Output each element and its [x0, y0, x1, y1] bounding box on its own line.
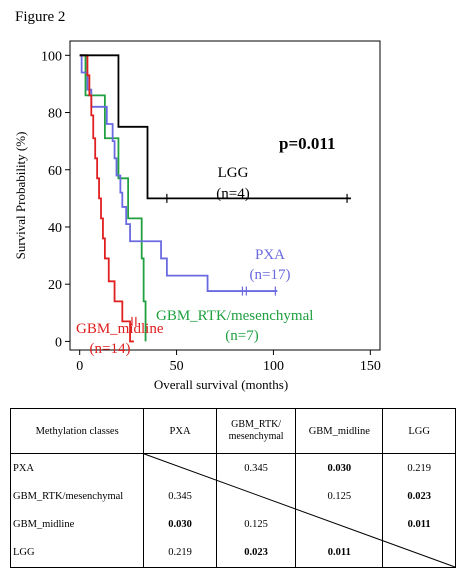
table-row: GBM_RTK/mesenchymal 0.345 0.125 0.023: [9, 482, 456, 511]
table-cell: 0.219: [382, 453, 456, 483]
table-cell: 0.345: [143, 482, 217, 511]
table-cell: 0.030: [143, 510, 217, 539]
plot-frame: [69, 40, 381, 351]
series-n-label-gbm-rtk-mesenchymal: (n=7): [225, 328, 258, 344]
y-tick-label: 60: [48, 164, 62, 179]
table-cell: [382, 538, 456, 568]
table-cell: 0.125: [215, 510, 297, 539]
table-row: PXA 0.345 0.030 0.219: [9, 453, 456, 483]
series-label-gbm-midline: GBM_midline: [76, 321, 164, 337]
table-row-label: PXA: [9, 453, 145, 483]
table-header-label: Methylation classes: [9, 407, 145, 455]
series-n-label-lgg: (n=4): [216, 186, 249, 202]
x-tick-label: 0: [76, 359, 83, 374]
figure-title: Figure 2: [15, 9, 66, 25]
table-cell: [215, 482, 297, 511]
table-row-label: GBM_RTK/mesenchymal: [9, 482, 145, 511]
y-tick-label: 100: [41, 49, 62, 64]
y-tick-label: 80: [48, 107, 62, 122]
table-row-label: LGG: [9, 538, 145, 568]
km-curve-pxa: [79, 54, 278, 292]
p-value-annotation: p=0.011: [279, 134, 335, 153]
table-header-cell: GBM_midline: [295, 407, 384, 455]
table-row-label: GBM_midline: [9, 510, 145, 539]
pvalue-table: Methylation classes PXA GBM_RTK/mesenchyma…: [9, 407, 456, 568]
km-curve-gbm-midline: [79, 54, 134, 343]
table-header-cell: GBM_RTK/mesenchymal: [215, 407, 297, 455]
table-cell: 0.345: [215, 453, 297, 483]
table-cell: [295, 510, 384, 539]
table-cell: 0.023: [215, 538, 297, 568]
y-axis-label: Survival Probability (%): [13, 132, 28, 260]
table-cell: 0.219: [143, 538, 217, 568]
table-header-cell: PXA: [143, 407, 217, 455]
y-tick-label: 20: [48, 278, 62, 293]
table-row: LGG 0.219 0.023 0.011: [9, 538, 456, 568]
km-curve-gbm-rtk-mesenchymal: [79, 54, 147, 342]
series-layer: [79, 54, 351, 343]
x-axis-label: Overall survival (months): [154, 377, 288, 392]
x-tick-label: 50: [170, 359, 184, 374]
x-tick-label: 100: [263, 359, 284, 374]
table-cell: 0.030: [295, 453, 384, 483]
table-row: GBM_midline 0.030 0.125 0.011: [9, 510, 456, 539]
x-tick-label: 150: [360, 359, 381, 374]
km-curve-lgg: [79, 54, 351, 200]
series-n-label-gbm-midline: (n=14): [90, 341, 131, 357]
table-header-cell: LGG: [382, 407, 456, 455]
series-n-label-pxa: (n=17): [250, 267, 291, 283]
series-label-pxa: PXA: [255, 247, 285, 263]
table-cell: 0.011: [382, 510, 456, 539]
y-tick-label: 0: [55, 335, 62, 350]
table-cell: [143, 453, 217, 483]
table-cell: 0.023: [382, 482, 456, 511]
table-header-row: Methylation classes PXA GBM_RTK/mesenchyma…: [9, 407, 456, 455]
table-cell: 0.125: [295, 482, 384, 511]
y-tick-label: 40: [48, 221, 62, 236]
table-header-text: GBM_RTK/mesenchymal: [228, 419, 284, 443]
km-chart: 0 20 40 60 80 100 0 50 100 150 Overall survival (m…: [13, 40, 381, 392]
series-label-gbm-rtk-mesenchymal: GBM_RTK/mesenchymal: [156, 308, 313, 324]
series-label-lgg: LGG: [218, 165, 249, 181]
axes: 0 20 40 60 80 100 0 50 100 150 Overall survival (m…: [13, 40, 381, 392]
table-cell: 0.011: [295, 538, 384, 568]
labels-layer: LGG (n=4) PXA (n=17) GBM_RTK/mesenchymal (n=7…: [76, 165, 313, 357]
